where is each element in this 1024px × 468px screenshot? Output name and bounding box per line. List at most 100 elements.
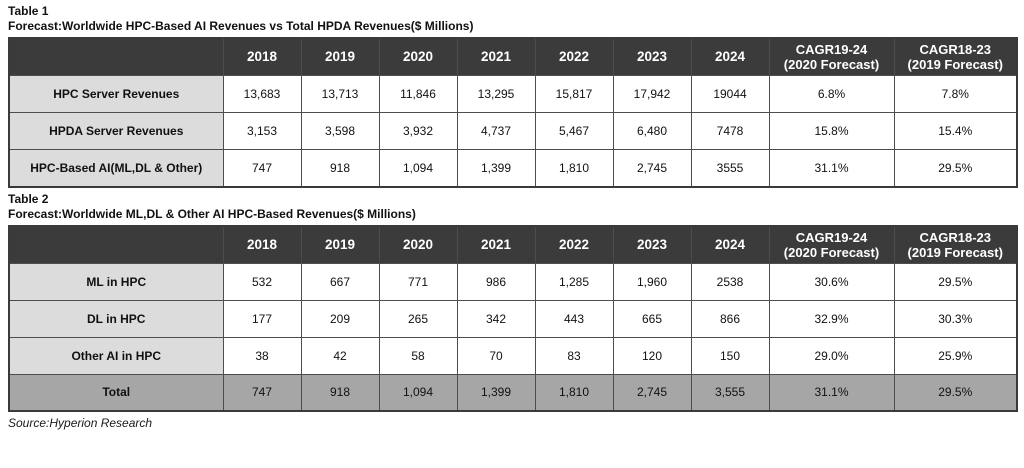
value-cell: 7478 xyxy=(690,112,770,150)
cagr-header-line2: (2020 Forecast) xyxy=(783,57,880,72)
value-cell: 265 xyxy=(378,299,458,338)
cagr-column-header: CAGR19-24 (2020 Forecast) xyxy=(768,225,895,264)
value-cell: 31.1% xyxy=(768,373,895,412)
year-column-header: 2024 xyxy=(690,225,770,264)
value-cell: 6.8% xyxy=(768,75,895,113)
year-column-header: 2023 xyxy=(612,37,692,76)
table-row: HPDA Server Revenues 3,153 3,598 3,932 4,737… xyxy=(8,112,1018,150)
year-column-header: 2021 xyxy=(456,225,536,264)
value-cell: 5,467 xyxy=(534,112,614,150)
value-cell: 58 xyxy=(378,336,458,375)
value-cell: 29.5% xyxy=(893,149,1018,187)
value-cell: 30.3% xyxy=(893,299,1018,338)
value-cell: 665 xyxy=(612,299,692,338)
value-cell: 29.5% xyxy=(893,262,1018,301)
cagr-column-header: CAGR19-24 (2020 Forecast) xyxy=(768,37,895,76)
table-row: DL in HPC 177 209 265 342 443 665 866 32.9% 30.3% xyxy=(8,299,1018,338)
value-cell: 15.4% xyxy=(893,112,1018,150)
row-label: Total xyxy=(8,373,224,412)
value-cell: 177 xyxy=(222,299,302,338)
value-cell: 866 xyxy=(690,299,770,338)
value-cell: 3,555 xyxy=(690,373,770,412)
row-label: Other AI in HPC xyxy=(8,336,224,375)
table1-title: Table 1 xyxy=(8,4,49,18)
value-cell: 29.5% xyxy=(893,373,1018,412)
value-cell: 29.0% xyxy=(768,336,895,375)
value-cell: 25.9% xyxy=(893,336,1018,375)
value-cell: 342 xyxy=(456,299,536,338)
value-cell: 30.6% xyxy=(768,262,895,301)
value-cell: 1,094 xyxy=(378,149,458,187)
table1-body: HPC Server Revenues 13,683 13,713 11,846 13,… xyxy=(8,75,1018,187)
value-cell: 532 xyxy=(222,262,302,301)
table-row: HPC-Based AI(ML,DL & Other) 747 918 1,094 1,… xyxy=(8,149,1018,187)
value-cell: 17,942 xyxy=(612,75,692,113)
corner-cell xyxy=(8,225,224,264)
value-cell: 1,285 xyxy=(534,262,614,301)
value-cell: 667 xyxy=(300,262,380,301)
cagr-header-line1: CAGR18-23 xyxy=(919,42,992,57)
value-cell: 150 xyxy=(690,336,770,375)
value-cell: 83 xyxy=(534,336,614,375)
table2-subtitle: Forecast:Worldwide ML,DL & Other AI HPC-… xyxy=(8,206,416,221)
year-column-header: 2019 xyxy=(300,37,380,76)
year-column-header: 2018 xyxy=(222,225,302,264)
header-row: 2018 2019 2020 2021 2022 2023 2024 CAGR19-24 (20… xyxy=(8,37,1018,76)
header-row: 2018 2019 2020 2021 2022 2023 2024 CAGR19-24 (20… xyxy=(8,225,1018,264)
value-cell: 13,295 xyxy=(456,75,536,113)
value-cell: 747 xyxy=(222,149,302,187)
cagr-column-header: CAGR18-23 (2019 Forecast) xyxy=(893,225,1018,264)
year-column-header: 2023 xyxy=(612,225,692,264)
value-cell: 13,683 xyxy=(222,75,302,113)
value-cell: 2538 xyxy=(690,262,770,301)
table2-body: ML in HPC 532 667 771 986 1,285 1,960 2538 30.6%… xyxy=(8,262,1018,412)
year-column-header: 2018 xyxy=(222,37,302,76)
value-cell: 7.8% xyxy=(893,75,1018,113)
cagr-column-header: CAGR18-23 (2019 Forecast) xyxy=(893,37,1018,76)
value-cell: 70 xyxy=(456,336,536,375)
row-label: HPC Server Revenues xyxy=(8,75,224,113)
value-cell: 3,932 xyxy=(378,112,458,150)
table-row: HPC Server Revenues 13,683 13,713 11,846 13,… xyxy=(8,75,1018,113)
value-cell: 1,810 xyxy=(534,149,614,187)
value-cell: 15.8% xyxy=(768,112,895,150)
source-note: Source:Hyperion Research xyxy=(8,416,153,430)
value-cell: 32.9% xyxy=(768,299,895,338)
value-cell: 4,737 xyxy=(456,112,536,150)
value-cell: 918 xyxy=(300,373,380,412)
table2-header: 2018 2019 2020 2021 2022 2023 2024 CAGR19-24 (20… xyxy=(8,225,1018,264)
table2-section: Table 2 Forecast:Worldwide ML,DL & Other… xyxy=(8,191,1018,412)
value-cell: 42 xyxy=(300,336,380,375)
row-label: ML in HPC xyxy=(8,262,224,301)
value-cell: 3,598 xyxy=(300,112,380,150)
year-column-header: 2024 xyxy=(690,37,770,76)
cagr-header-line2: (2019 Forecast) xyxy=(907,57,1003,72)
table1-section: Table 1 Forecast:Worldwide HPC-Based AI … xyxy=(8,4,1018,188)
cagr-header-line2: (2019 Forecast) xyxy=(907,244,1003,260)
value-cell: 2,745 xyxy=(612,373,692,412)
year-column-header: 2022 xyxy=(534,37,614,76)
year-column-header: 2019 xyxy=(300,225,380,264)
value-cell: 209 xyxy=(300,299,380,338)
table2-title: Table 2 xyxy=(8,191,49,206)
value-cell: 15,817 xyxy=(534,75,614,113)
value-cell: 1,399 xyxy=(456,373,536,412)
cagr-header-line1: CAGR19-24 xyxy=(795,229,868,245)
table-row: ML in HPC 532 667 771 986 1,285 1,960 2538 30.6%… xyxy=(8,262,1018,301)
row-label: DL in HPC xyxy=(8,299,224,338)
value-cell: 918 xyxy=(300,149,380,187)
value-cell: 11,846 xyxy=(378,75,458,113)
value-cell: 38 xyxy=(222,336,302,375)
value-cell: 747 xyxy=(222,373,302,412)
value-cell: 31.1% xyxy=(768,149,895,187)
value-cell: 771 xyxy=(378,262,458,301)
value-cell: 986 xyxy=(456,262,536,301)
value-cell: 3555 xyxy=(690,149,770,187)
year-column-header: 2020 xyxy=(378,37,458,76)
cagr-header-line1: CAGR19-24 xyxy=(795,42,868,57)
table-row: Other AI in HPC 38 42 58 70 83 120 150 29.0% 25.9… xyxy=(8,336,1018,375)
value-cell: 443 xyxy=(534,299,614,338)
value-cell: 1,960 xyxy=(612,262,692,301)
value-cell: 3,153 xyxy=(222,112,302,150)
